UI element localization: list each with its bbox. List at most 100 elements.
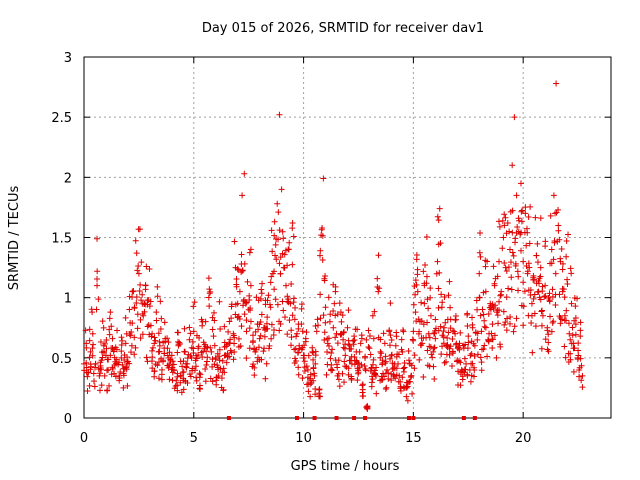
data-point bbox=[214, 362, 221, 369]
data-point bbox=[578, 377, 585, 384]
zero-data-point bbox=[461, 416, 466, 420]
data-point bbox=[129, 320, 136, 327]
data-point bbox=[533, 252, 540, 259]
data-point bbox=[193, 332, 200, 339]
data-point bbox=[176, 339, 183, 346]
data-point bbox=[392, 342, 399, 349]
data-point bbox=[132, 344, 139, 351]
x-tick-label: 15 bbox=[405, 431, 422, 446]
data-point bbox=[382, 360, 389, 367]
data-point bbox=[295, 349, 302, 356]
data-point bbox=[328, 350, 335, 357]
data-point bbox=[321, 277, 328, 284]
data-point bbox=[126, 360, 133, 367]
data-point bbox=[496, 307, 503, 314]
data-point bbox=[152, 337, 159, 344]
data-point bbox=[393, 329, 400, 336]
data-point bbox=[534, 288, 541, 295]
data-point bbox=[577, 319, 584, 326]
data-point bbox=[548, 260, 555, 267]
data-point bbox=[477, 312, 484, 319]
data-point bbox=[478, 367, 485, 374]
data-point bbox=[366, 332, 373, 339]
data-point bbox=[274, 200, 281, 207]
data-point bbox=[350, 337, 357, 344]
data-point bbox=[334, 311, 341, 318]
data-point bbox=[86, 354, 93, 361]
data-point bbox=[239, 192, 246, 199]
data-point bbox=[521, 288, 528, 295]
data-point bbox=[87, 348, 94, 355]
data-point bbox=[330, 308, 337, 315]
data-point bbox=[242, 298, 249, 305]
data-point bbox=[250, 332, 257, 339]
data-point bbox=[358, 361, 365, 368]
data-point bbox=[563, 253, 570, 260]
data-point bbox=[351, 354, 358, 361]
data-point bbox=[572, 303, 579, 310]
data-point bbox=[94, 235, 101, 242]
data-point bbox=[225, 328, 232, 335]
data-point bbox=[530, 274, 537, 281]
x-tick-label: 5 bbox=[190, 431, 198, 446]
data-point bbox=[174, 387, 181, 394]
data-point bbox=[441, 359, 448, 366]
data-point bbox=[470, 373, 477, 380]
data-point bbox=[191, 367, 198, 374]
data-point bbox=[339, 312, 346, 319]
data-point bbox=[457, 382, 464, 389]
data-point bbox=[319, 256, 326, 263]
data-point bbox=[277, 321, 284, 328]
data-point bbox=[161, 319, 168, 326]
data-point bbox=[409, 336, 416, 343]
data-point bbox=[302, 338, 309, 345]
data-point bbox=[98, 357, 105, 364]
data-point bbox=[82, 327, 89, 334]
data-point bbox=[420, 373, 427, 380]
data-point bbox=[436, 205, 443, 212]
data-point bbox=[464, 311, 471, 318]
data-point bbox=[156, 342, 163, 349]
data-point bbox=[99, 318, 106, 325]
data-point bbox=[335, 376, 342, 383]
data-point bbox=[216, 298, 223, 305]
data-point bbox=[196, 374, 203, 381]
data-point bbox=[193, 355, 200, 362]
data-point bbox=[571, 345, 578, 352]
data-point bbox=[166, 376, 173, 383]
data-point bbox=[103, 337, 110, 344]
data-point bbox=[324, 361, 331, 368]
data-point bbox=[97, 370, 104, 377]
data-point bbox=[157, 298, 164, 305]
data-point bbox=[223, 359, 230, 366]
data-point bbox=[321, 336, 328, 343]
data-point bbox=[490, 305, 497, 312]
data-point bbox=[255, 326, 262, 333]
data-point bbox=[546, 298, 553, 305]
data-point bbox=[138, 259, 145, 266]
y-tick-label: 0.5 bbox=[51, 352, 72, 367]
data-point bbox=[191, 299, 198, 306]
x-axis-label: GPS time / hours bbox=[291, 459, 400, 474]
data-point bbox=[247, 246, 254, 253]
data-point bbox=[506, 228, 513, 235]
data-point bbox=[286, 317, 293, 324]
data-point bbox=[567, 336, 574, 343]
data-point bbox=[243, 328, 250, 335]
data-point bbox=[530, 295, 537, 302]
data-point bbox=[438, 304, 445, 311]
data-point bbox=[418, 299, 425, 306]
data-point bbox=[440, 333, 447, 340]
data-point bbox=[504, 315, 510, 322]
data-point bbox=[488, 330, 495, 337]
data-point bbox=[149, 354, 156, 361]
zero-data-point bbox=[294, 416, 299, 420]
data-point bbox=[118, 341, 125, 348]
data-point bbox=[233, 281, 240, 288]
data-point bbox=[241, 170, 248, 177]
data-point bbox=[576, 373, 583, 380]
data-point bbox=[469, 360, 476, 367]
data-point bbox=[319, 224, 326, 231]
data-point bbox=[442, 319, 449, 326]
